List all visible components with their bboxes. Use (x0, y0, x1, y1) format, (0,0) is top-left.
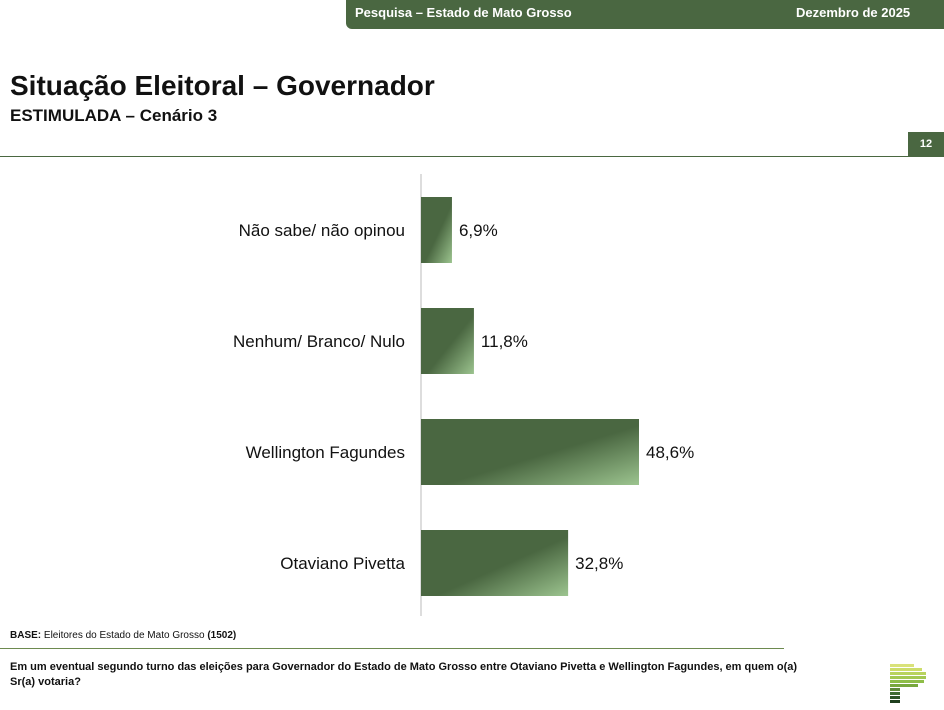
bar (421, 530, 569, 596)
category-label: Otaviano Pivetta (280, 554, 405, 573)
bar (421, 419, 639, 485)
category-label: Nenhum/ Branco/ Nulo (233, 332, 405, 351)
data-label: 48,6% (646, 443, 694, 462)
data-label: 11,8% (481, 332, 528, 351)
base-count: (1502) (207, 630, 237, 641)
data-label: 32,8% (575, 554, 623, 573)
page-title: Situação Eleitoral – Governador (10, 70, 435, 101)
base-note: BASE: Eleitores do Estado de Mato Grosso… (10, 630, 236, 641)
data-label: 6,9% (459, 221, 498, 240)
survey-date: Dezembro de 2025 (796, 5, 911, 20)
page-subtitle: ESTIMULADA – Cenário 3 (10, 106, 218, 125)
survey-question: Em um eventual segundo turno das eleiçõe… (10, 661, 798, 688)
page-number: 12 (908, 132, 944, 157)
divider (0, 156, 944, 157)
base-label: BASE: (10, 630, 42, 641)
company-logo (890, 664, 926, 703)
header-bar: Pesquisa – Estado de Mato Grosso Dezembr… (346, 0, 944, 29)
category-label: Não sabe/ não opinou (239, 221, 405, 240)
footer-divider (0, 648, 784, 649)
survey-name: Pesquisa – Estado de Mato Grosso (355, 5, 572, 20)
base-text: Eleitores do Estado de Mato Grosso (43, 630, 205, 641)
bar (421, 197, 452, 263)
bar (421, 308, 474, 374)
category-label: Wellington Fagundes (246, 443, 405, 462)
